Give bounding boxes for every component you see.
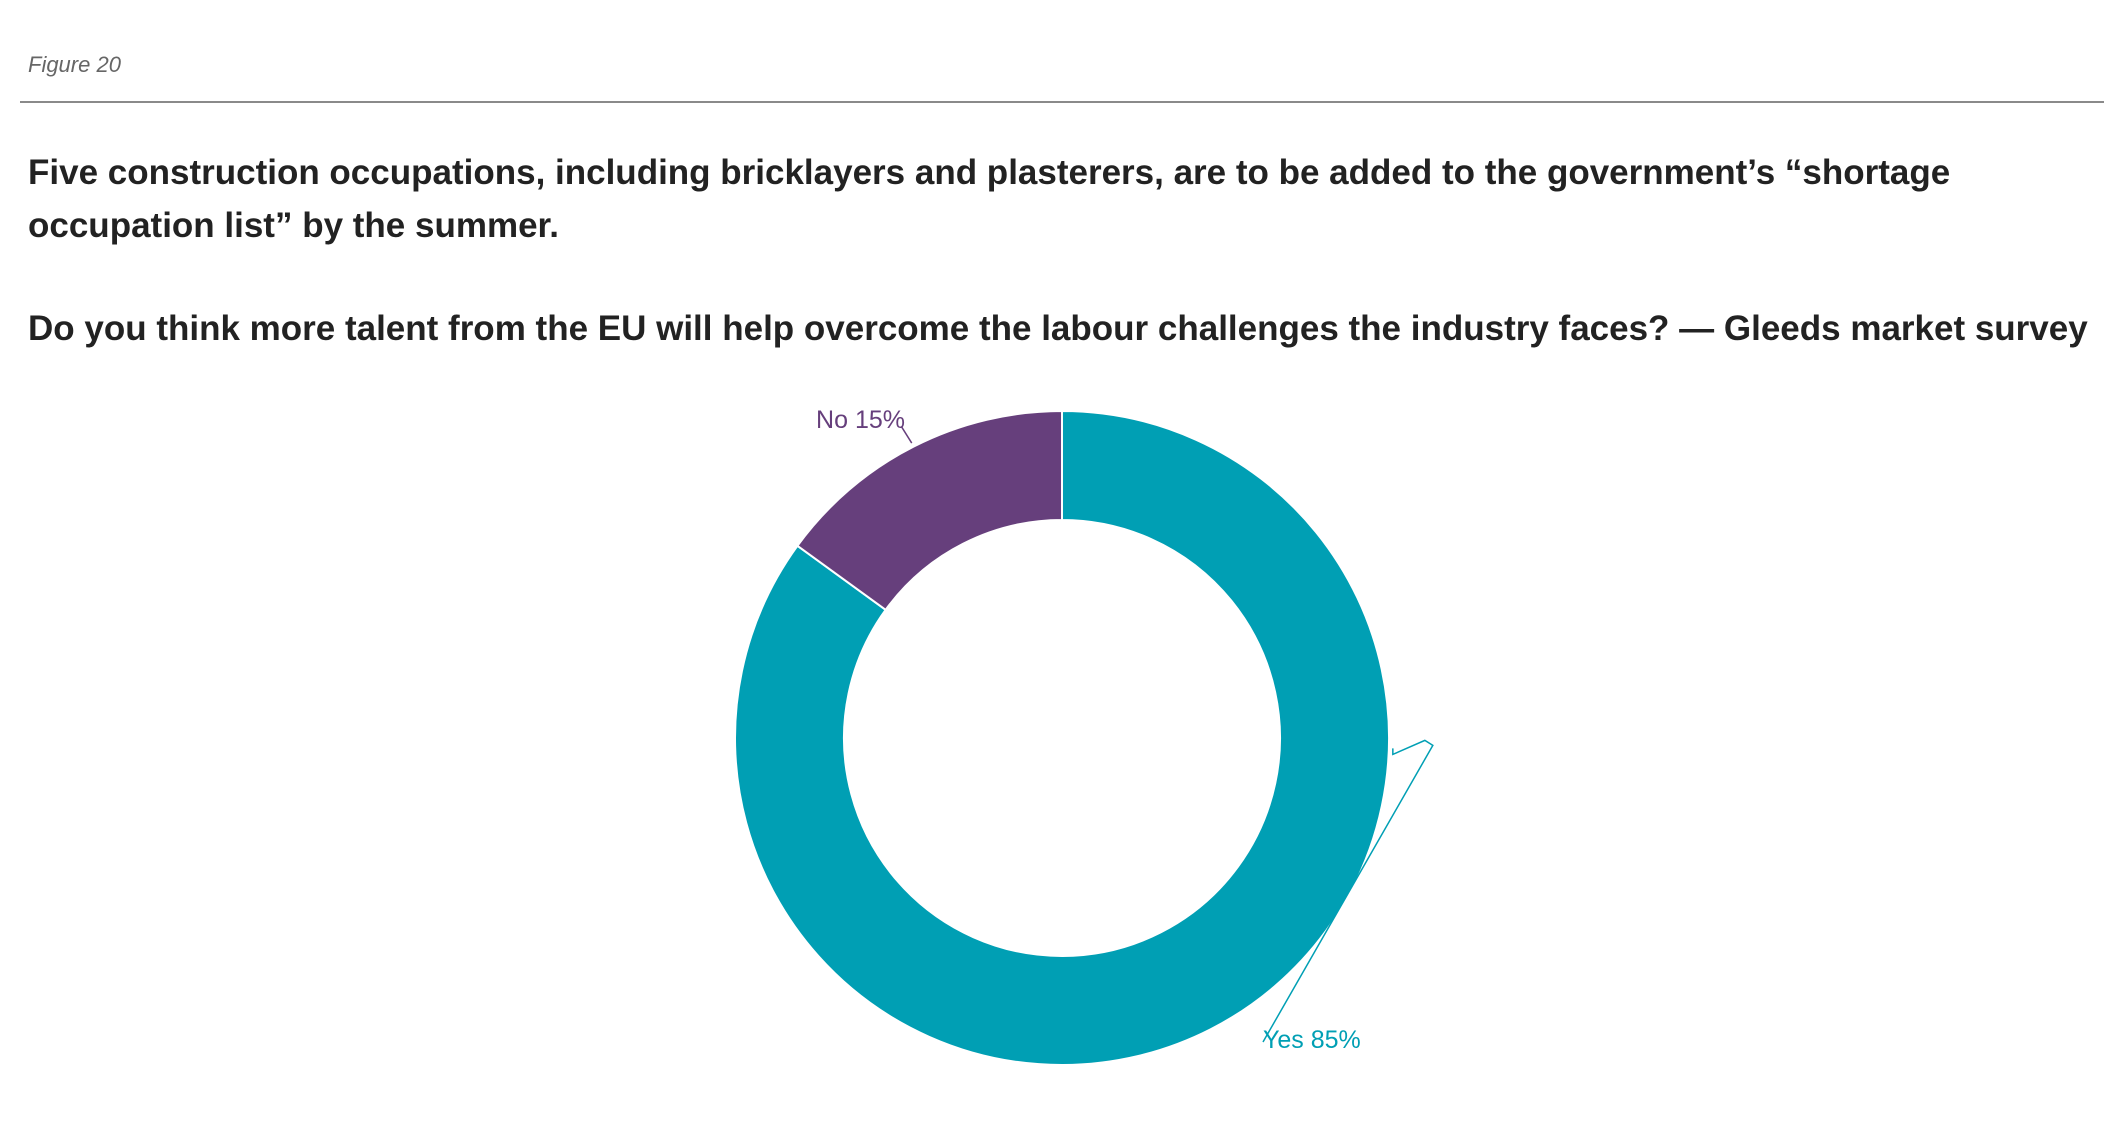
slice-labels: Yes 85% No 15% <box>816 406 1361 1054</box>
chart-title: Do you think more talent from the EU wil… <box>28 309 2088 348</box>
leader-no <box>901 426 913 444</box>
label-leaders <box>901 426 1434 1043</box>
figure-label: Figure 20 <box>28 52 121 77</box>
label-yes: Yes 85% <box>1263 1026 1361 1054</box>
slice-no <box>796 409 1063 612</box>
leader-yes <box>1262 739 1434 1043</box>
header-divider <box>20 101 2104 103</box>
label-no: No 15% <box>816 406 905 434</box>
donut-slices <box>734 409 1390 1066</box>
headline: Five construction occupations, including… <box>28 153 1951 245</box>
slice-yes <box>734 409 1390 1066</box>
